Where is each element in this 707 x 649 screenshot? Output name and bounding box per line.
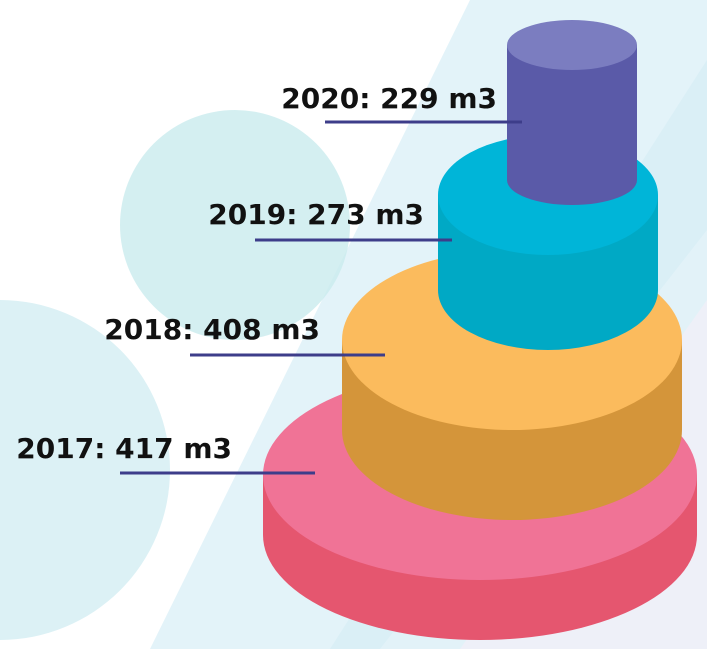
cylinder-side	[507, 45, 637, 205]
label: 2018: 408 m3	[104, 313, 320, 346]
cylinder	[507, 20, 637, 205]
label: 2017: 417 m3	[16, 432, 232, 465]
bg-circle	[120, 110, 350, 340]
label: 2019: 273 m3	[208, 198, 424, 231]
leader-lines	[120, 120, 522, 475]
cylinder-top	[507, 20, 637, 70]
label: 2020: 229 m3	[281, 82, 497, 115]
bg-circle	[0, 300, 170, 640]
